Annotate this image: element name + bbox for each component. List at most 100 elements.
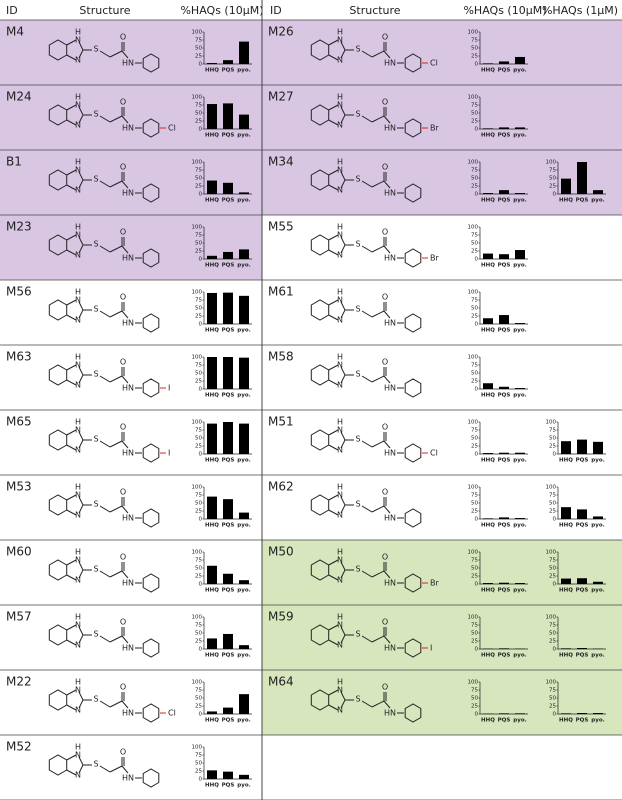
bond bbox=[361, 635, 373, 643]
bond bbox=[340, 301, 346, 311]
x-tick-label: pyo. bbox=[513, 588, 526, 594]
atom-label: O bbox=[120, 553, 126, 562]
y-tick-label: 50 bbox=[195, 371, 202, 377]
y-tick-label: 0 bbox=[475, 192, 479, 198]
header-10: %HAQs (10µM) bbox=[180, 4, 263, 17]
bond bbox=[121, 50, 129, 59]
bond bbox=[361, 115, 373, 123]
y-tick-label: 75 bbox=[549, 688, 556, 694]
bond bbox=[78, 699, 84, 709]
atom-label: O bbox=[382, 98, 388, 107]
atom-label: H bbox=[75, 223, 81, 232]
atom-label: N bbox=[75, 576, 81, 585]
x-tick-label: HHQ bbox=[205, 458, 219, 464]
bond bbox=[66, 769, 77, 776]
atom-label: O bbox=[120, 423, 126, 432]
benzene-ring bbox=[48, 559, 68, 581]
x-tick-label: PQS bbox=[576, 653, 589, 659]
x-tick-label: pyo. bbox=[591, 523, 604, 529]
phenyl-ring bbox=[142, 53, 160, 73]
bond bbox=[371, 50, 385, 58]
bar bbox=[239, 694, 249, 714]
compound-id: B1 bbox=[6, 155, 22, 169]
y-tick-label: 50 bbox=[471, 306, 478, 312]
atom-label: O bbox=[382, 488, 388, 497]
bond bbox=[383, 505, 391, 514]
atom-label: O bbox=[120, 618, 126, 627]
x-tick-label: HHQ bbox=[481, 718, 495, 724]
y-tick-label: 25 bbox=[195, 444, 202, 450]
compound-id: M23 bbox=[6, 220, 32, 234]
bond bbox=[340, 374, 346, 384]
x-tick-label: PQS bbox=[498, 68, 511, 74]
y-tick-label: 0 bbox=[199, 647, 203, 653]
atom-label: N bbox=[337, 251, 343, 260]
phenyl-ring bbox=[404, 118, 422, 138]
bond bbox=[383, 245, 391, 254]
bond bbox=[109, 570, 123, 578]
x-tick-label: HHQ bbox=[481, 198, 495, 204]
y-tick-label: 50 bbox=[195, 631, 202, 637]
y-tick-label: 100 bbox=[468, 225, 479, 231]
atom-label: O bbox=[120, 293, 126, 302]
atom-label: N bbox=[75, 556, 81, 565]
atom-label: H bbox=[75, 678, 81, 687]
bond bbox=[109, 375, 123, 383]
atom-label: HN bbox=[384, 514, 396, 523]
x-tick-label: HHQ bbox=[205, 718, 219, 724]
bond bbox=[121, 765, 129, 774]
compound-id: M24 bbox=[6, 90, 32, 104]
y-tick-label: 75 bbox=[471, 298, 478, 304]
x-tick-label: pyo. bbox=[237, 198, 250, 204]
benzene-ring bbox=[48, 494, 68, 516]
y-tick-label: 100 bbox=[192, 420, 203, 426]
compound-id: M22 bbox=[6, 675, 32, 689]
y-tick-label: 0 bbox=[475, 62, 479, 68]
bar bbox=[515, 583, 525, 584]
bond bbox=[121, 700, 129, 709]
atom-label: H bbox=[75, 613, 81, 622]
bond bbox=[371, 700, 385, 708]
substituent: Cl bbox=[168, 124, 176, 133]
bar bbox=[223, 292, 233, 324]
bar bbox=[483, 128, 493, 129]
bar bbox=[561, 178, 571, 194]
phenyl-ring bbox=[404, 638, 422, 658]
bond bbox=[328, 379, 339, 386]
y-tick-label: 0 bbox=[553, 192, 557, 198]
bar bbox=[223, 499, 233, 519]
y-tick-label: 25 bbox=[195, 639, 202, 645]
atom-label: S bbox=[93, 240, 98, 249]
bar bbox=[207, 104, 217, 129]
x-tick-label: PQS bbox=[498, 198, 511, 204]
atom-label: N bbox=[75, 751, 81, 760]
atom-label: H bbox=[337, 158, 343, 167]
y-tick-label: 50 bbox=[195, 501, 202, 507]
bond bbox=[361, 700, 373, 708]
atom-label: O bbox=[120, 748, 126, 757]
atom-label: HN bbox=[384, 124, 396, 133]
bond bbox=[66, 444, 77, 451]
x-tick-label: PQS bbox=[576, 458, 589, 464]
atom-label: HN bbox=[122, 384, 134, 393]
compound-id: M52 bbox=[6, 740, 32, 754]
bar bbox=[515, 323, 525, 324]
atom-label: HN bbox=[384, 189, 396, 198]
bond bbox=[328, 574, 339, 581]
bond bbox=[371, 635, 385, 643]
y-tick-label: 100 bbox=[546, 550, 557, 556]
substituent: Cl bbox=[168, 709, 176, 718]
bond bbox=[340, 626, 346, 636]
atom-label: O bbox=[120, 683, 126, 692]
y-tick-label: 0 bbox=[553, 517, 557, 523]
bar bbox=[207, 496, 217, 519]
atom-label: N bbox=[337, 296, 343, 305]
x-tick-label: PQS bbox=[498, 523, 511, 529]
bond bbox=[78, 366, 84, 376]
benzene-ring bbox=[310, 234, 330, 256]
y-tick-label: 100 bbox=[192, 615, 203, 621]
phenyl-ring bbox=[404, 703, 422, 723]
y-tick-label: 50 bbox=[195, 176, 202, 182]
phenyl-ring bbox=[404, 183, 422, 203]
x-tick-label: HHQ bbox=[481, 263, 495, 269]
